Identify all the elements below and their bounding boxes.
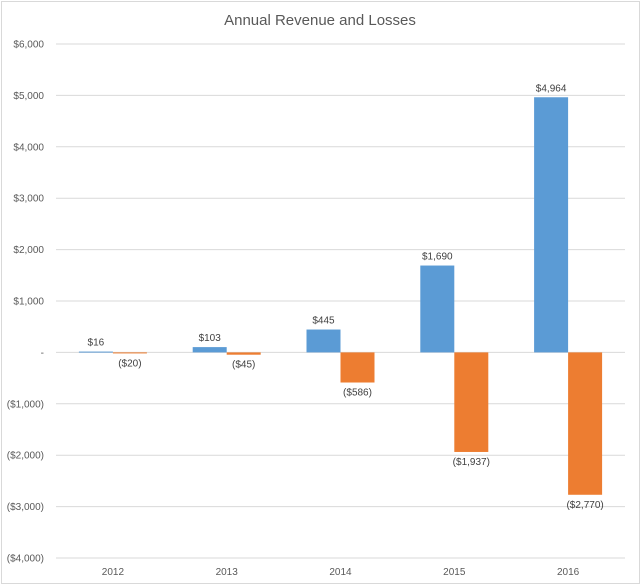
bar-2014-series-1 <box>306 329 341 353</box>
data-label: ($2,770) <box>566 500 603 511</box>
y-tick-label: ($1,000) <box>7 399 44 410</box>
x-tick-label: 2013 <box>216 567 239 578</box>
data-label: ($20) <box>118 358 141 369</box>
data-label: ($1,937) <box>453 457 490 468</box>
bar-2016-series-2 <box>568 352 603 495</box>
y-tick-label: ($2,000) <box>7 451 44 462</box>
bar-2012-series-1 <box>78 351 113 353</box>
bar-2014-series-2 <box>340 352 375 383</box>
data-label: $103 <box>199 333 222 344</box>
y-tick-label: ($3,000) <box>7 502 44 513</box>
y-tick-label: $6,000 <box>13 40 44 51</box>
data-label: $4,964 <box>536 83 567 94</box>
bar-2016-series-1 <box>534 97 569 353</box>
bar-2012-series-2 <box>112 352 147 354</box>
y-tick-label: $3,000 <box>13 194 44 205</box>
chart-title: Annual Revenue and Losses <box>224 12 416 29</box>
x-tick-label: 2012 <box>102 567 125 578</box>
y-tick-label: ($4,000) <box>7 554 44 565</box>
data-label: $445 <box>312 316 335 327</box>
x-tick-label: 2016 <box>557 567 580 578</box>
bar-2013-series-2 <box>226 352 261 355</box>
data-label: $16 <box>88 338 105 349</box>
bars <box>78 97 603 495</box>
x-tick-label: 2014 <box>329 567 352 578</box>
y-tick-label: $1,000 <box>13 297 44 308</box>
data-label: $1,690 <box>422 252 453 263</box>
bar-2015-series-2 <box>454 352 489 452</box>
bar-2015-series-1 <box>420 265 455 353</box>
data-labels: $16 ($20) $103 ($45) $445 ($586) $1,690 ($1,937… <box>88 83 604 511</box>
data-label: ($586) <box>343 388 372 399</box>
gridlines <box>56 43 625 559</box>
bar-2013-series-1 <box>192 347 227 353</box>
y-tick-label: $5,000 <box>13 91 44 102</box>
y-tick-label: $2,000 <box>13 245 44 256</box>
y-tick-label: $4,000 <box>13 142 44 153</box>
y-tick-label: - <box>41 348 44 359</box>
y-axis: $6,000 $5,000 $4,000 $3,000 $2,000 $1,000 - ($1… <box>7 40 45 565</box>
x-tick-label: 2015 <box>443 567 466 578</box>
x-axis: 2012 2013 2014 2015 2016 <box>102 567 580 578</box>
data-label: ($45) <box>232 360 255 371</box>
